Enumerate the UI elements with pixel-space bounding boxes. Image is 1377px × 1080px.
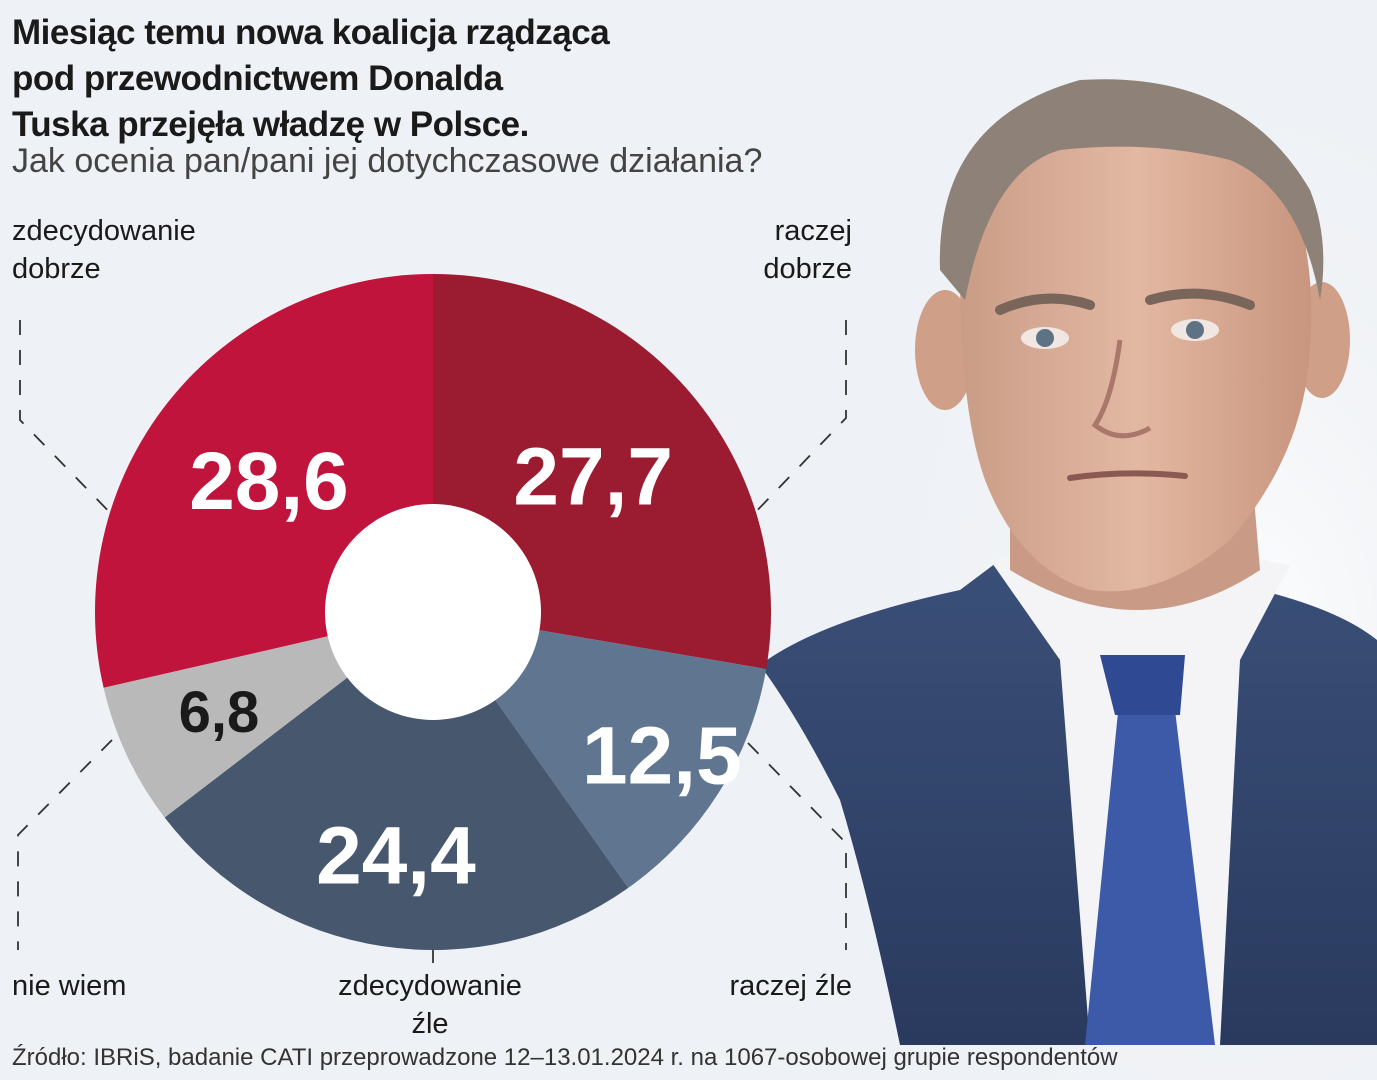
- question-subtitle: Jak ocenia pan/pani jej dotychczasowe dz…: [12, 142, 763, 180]
- slice-zdecydowanie-źle: [164, 612, 629, 950]
- leader-nie-wiem: [17, 739, 113, 950]
- headline-line-3: Tuska przejęła władzę w Polsce.: [12, 105, 529, 144]
- label-line: zdecydowanie: [12, 215, 196, 247]
- leader-lines: [17, 320, 847, 968]
- donut-hole: [325, 504, 541, 720]
- leader-zdecydowanie-dobrze: [19, 320, 123, 526]
- label-nie-wiem: nie wiem: [12, 970, 127, 1002]
- value-label: 6,8: [179, 680, 260, 745]
- slice-raczej-źle: [433, 612, 767, 888]
- headline-line-2: pod przewodnictwem Donalda: [12, 59, 503, 98]
- value-label: 24,4: [316, 810, 476, 901]
- headline-line-1: Miesiąc temu nowa koalicja rządząca: [12, 13, 610, 52]
- source-note: Źródło: IBRiS, badanie CATI przeprowadzo…: [12, 1044, 1118, 1071]
- value-label: 12,5: [582, 711, 742, 802]
- label-line: dobrze: [12, 253, 101, 285]
- label-raczej-zle: raczej źle: [729, 970, 853, 1002]
- label-raczej-dobrze: raczej dobrze: [700, 212, 852, 288]
- leader-raczej-dobrze: [747, 320, 847, 521]
- label-line: dobrze: [763, 253, 852, 285]
- label-line: raczej: [774, 215, 852, 247]
- label-line: zdecydowanie: [338, 970, 522, 1002]
- value-label: 28,6: [189, 436, 349, 527]
- leader-raczej-zle: [747, 742, 847, 950]
- label-zdecydowanie-dobrze: zdecydowanie dobrze: [12, 212, 196, 288]
- headline: Miesiąc temu nowa koalicja rządząca pod …: [12, 10, 712, 148]
- value-label: 27,7: [513, 431, 673, 522]
- label-zdecydowanie-zle: zdecydowanie źle: [320, 967, 540, 1043]
- label-line: źle: [411, 1008, 449, 1040]
